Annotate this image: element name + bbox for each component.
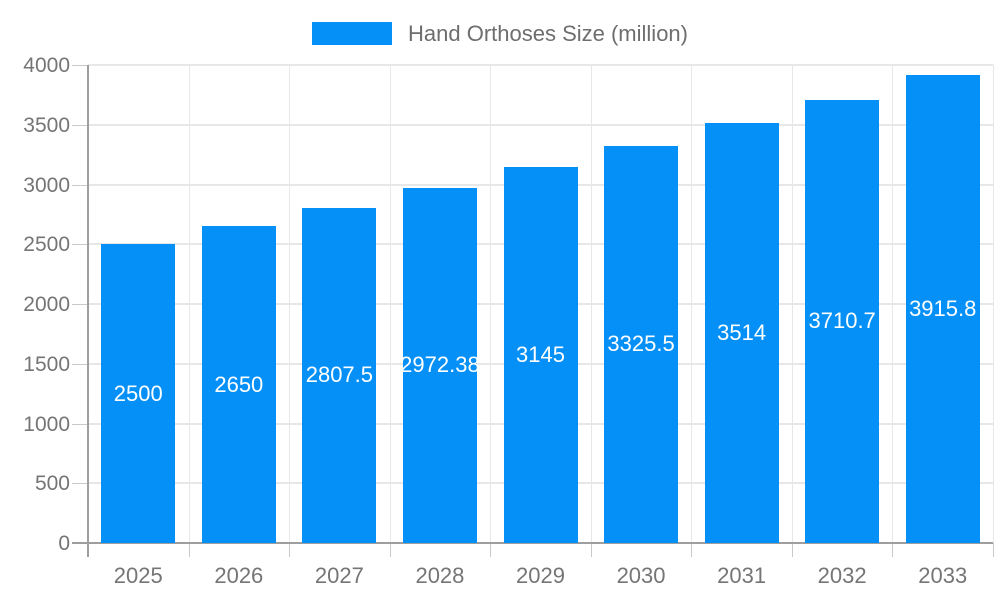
y-axis-label: 500 [34,472,70,496]
x-axis-tick [289,543,291,557]
bar[interactable] [201,226,276,543]
y-axis-label: 3500 [23,113,70,137]
y-axis-tick [72,244,88,246]
x-gridline [691,65,693,543]
x-axis-tick [993,543,994,557]
x-gridline [188,65,190,543]
x-axis-tick [892,543,894,557]
x-gridline [389,65,391,543]
bar-value-label: 3915.8 [909,296,977,322]
x-axis-tick [188,543,190,557]
x-axis-label: 2028 [415,563,465,588]
x-axis-tick [389,543,391,557]
legend-swatch-icon [312,22,392,45]
x-axis-label: 2026 [214,563,264,588]
legend-label: Hand Orthoses Size (million) [408,21,688,46]
bar[interactable] [302,207,377,543]
y-axis-label: 2000 [23,293,70,316]
x-axis-label: 2030 [616,563,666,588]
y-axis-tick [72,363,88,365]
y-axis-label: 1500 [23,352,70,376]
x-axis-label: 2027 [314,563,364,588]
x-gridline [590,65,592,543]
y-axis-label: 0 [58,532,70,555]
bar-value-label: 3145 [516,342,565,368]
x-axis-tick [691,543,693,557]
y-axis-tick [72,423,88,425]
x-gridline [993,65,994,543]
bar[interactable] [704,123,779,543]
bar-value-label: 2972.38 [400,352,480,378]
legend[interactable]: Hand Orthoses Size (million) [0,20,1000,47]
bar-value-label: 3514 [717,320,767,346]
y-axis-tick [72,483,88,485]
y-axis-label: 3000 [23,173,70,197]
y-axis-label: 4000 [23,54,70,77]
bar[interactable] [402,187,477,543]
x-axis-label: 2031 [717,563,767,588]
x-gridline [289,65,291,543]
y-axis-tick [72,304,88,305]
bar-value-label: 2807.5 [305,362,374,388]
bar-value-label: 2500 [113,380,163,406]
bar-value-label: 3325.5 [607,331,675,357]
y-axis-label: 1000 [23,412,70,436]
y-axis-line [87,65,89,557]
bar[interactable] [805,99,880,543]
y-gridline [88,64,993,66]
x-gridline [892,65,894,543]
bar[interactable] [101,244,176,543]
x-axis-tick [590,543,592,557]
x-gridline [791,65,793,543]
bar-value-label: 2650 [214,371,264,397]
y-axis-label: 2500 [23,233,70,257]
y-gridline [88,123,993,126]
x-axis-line [72,542,993,544]
bar[interactable] [503,167,578,543]
bar[interactable] [905,75,980,543]
x-axis-label: 2033 [918,563,968,588]
bar[interactable] [604,145,679,543]
x-axis-label: 2025 [113,563,163,588]
bar-value-label: 3710.7 [808,308,876,334]
x-axis-label: 2029 [516,563,565,588]
x-gridline [490,65,492,543]
x-axis-tick [791,543,793,557]
x-axis-tick [490,543,492,557]
y-axis-tick [72,124,88,126]
x-axis-label: 2032 [817,563,867,588]
y-axis-tick [72,65,88,66]
y-axis-tick [72,184,88,186]
